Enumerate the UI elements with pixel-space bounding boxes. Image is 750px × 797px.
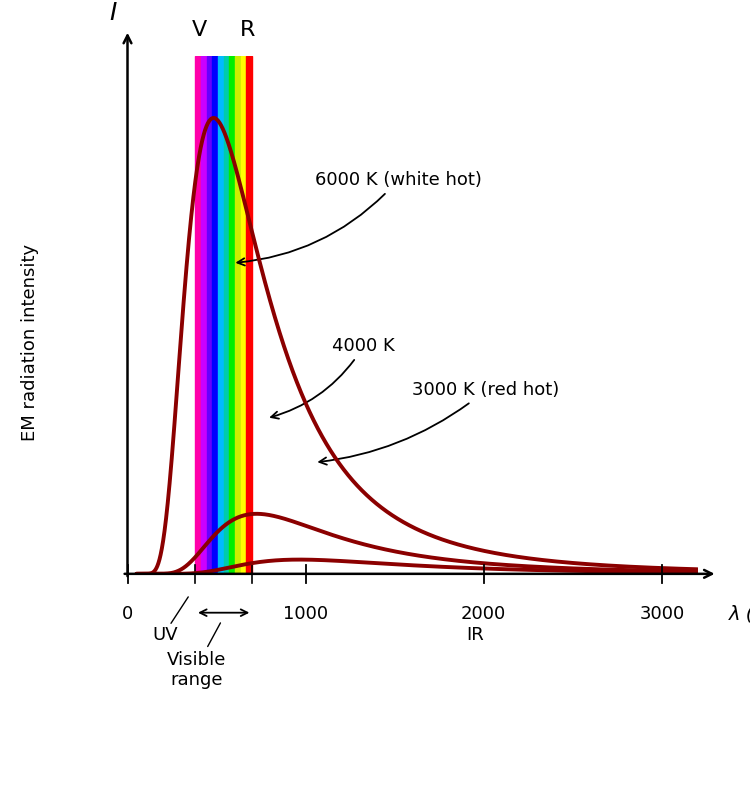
Bar: [247, 56, 252, 574]
Bar: [206, 56, 212, 574]
Bar: [230, 56, 235, 574]
Text: EM radiation intensity: EM radiation intensity: [21, 244, 39, 442]
Text: Visible
range: Visible range: [167, 650, 226, 689]
Text: UV: UV: [152, 626, 178, 644]
Text: 3000: 3000: [639, 605, 685, 623]
Bar: [201, 56, 206, 574]
Text: λ (nm): λ (nm): [729, 605, 750, 624]
Bar: [212, 56, 218, 574]
Text: 6000 K (white hot): 6000 K (white hot): [237, 171, 482, 265]
Text: V: V: [192, 20, 207, 40]
Text: 0: 0: [122, 605, 134, 623]
Bar: [241, 56, 247, 574]
Text: 3000 K (red hot): 3000 K (red hot): [320, 381, 560, 465]
Text: 4000 K: 4000 K: [271, 337, 395, 418]
Text: 1000: 1000: [283, 605, 328, 623]
Text: $I$: $I$: [109, 1, 118, 25]
Bar: [224, 56, 230, 574]
Text: 2000: 2000: [461, 605, 506, 623]
Bar: [195, 56, 201, 574]
Text: R: R: [240, 20, 255, 40]
Text: IR: IR: [466, 626, 484, 644]
Bar: [218, 56, 223, 574]
Bar: [235, 56, 241, 574]
